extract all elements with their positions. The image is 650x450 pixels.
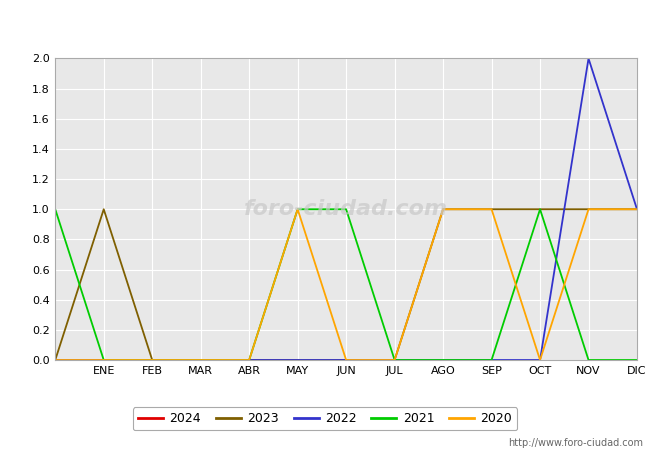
Legend: 2024, 2023, 2022, 2021, 2020: 2024, 2023, 2022, 2021, 2020 [133, 407, 517, 430]
Text: http://www.foro-ciudad.com: http://www.foro-ciudad.com [508, 438, 644, 448]
Text: foro-ciudad.com: foro-ciudad.com [244, 199, 448, 219]
Text: Matriculaciones de Vehículos en Aspariegos: Matriculaciones de Vehículos en Asparieg… [144, 13, 506, 32]
